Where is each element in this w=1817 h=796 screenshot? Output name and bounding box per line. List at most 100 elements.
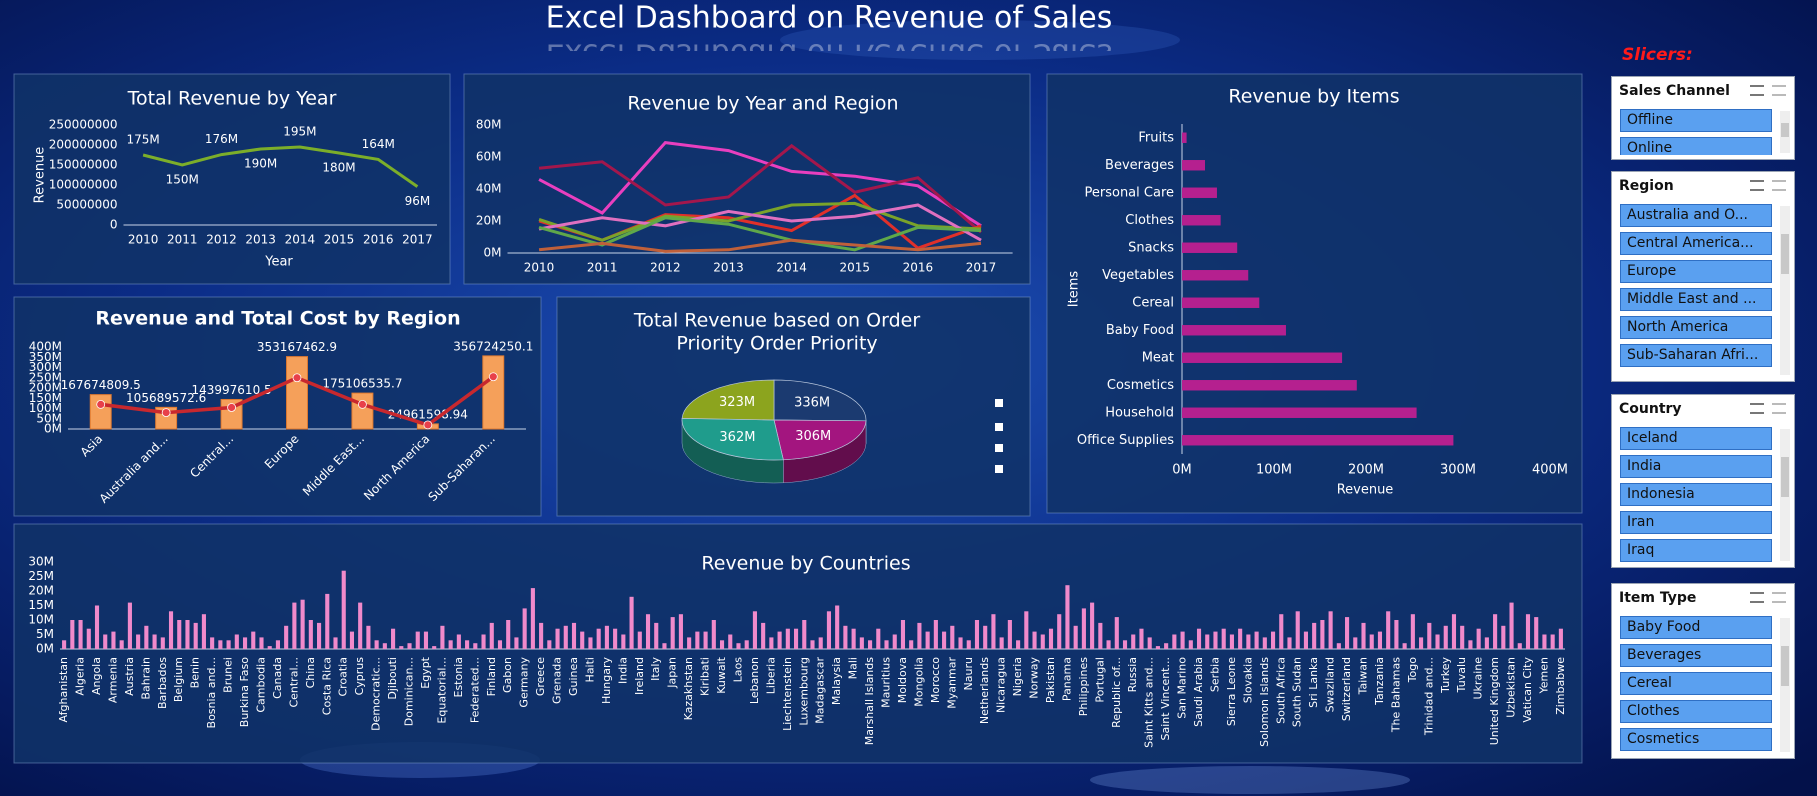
scrollbar-thumb[interactable]: [1781, 646, 1789, 686]
bar: [284, 625, 289, 649]
data-label: 150M: [166, 173, 199, 187]
x-tick-label: Nigeria: [1011, 657, 1024, 696]
multi-select-icon[interactable]: [1750, 85, 1764, 96]
bar: [70, 620, 75, 649]
slicer-item[interactable]: Beverages: [1620, 644, 1772, 667]
slicer-header: Sales Channel: [1619, 83, 1730, 99]
scrollbar[interactable]: [1780, 206, 1790, 375]
x-tick-label: Tanzania: [1373, 657, 1386, 706]
x-tick-label: Kuwait: [715, 656, 728, 693]
x-tick-label: Solomon Islands: [1258, 657, 1271, 747]
x-tick-label: 100M: [1256, 463, 1292, 478]
x-tick-label: 2012: [650, 261, 681, 275]
data-label: 143997610.5: [191, 383, 271, 397]
bar: [1386, 611, 1391, 649]
x-axis-title: Year: [264, 255, 293, 270]
bar: [1460, 625, 1465, 649]
x-tick-label: Japan: [666, 657, 679, 689]
scrollbar-thumb[interactable]: [1781, 457, 1789, 497]
scrollbar-thumb[interactable]: [1781, 123, 1789, 137]
bar: [1435, 634, 1440, 649]
bar: [300, 599, 305, 649]
x-tick-label: Nicaragua: [995, 657, 1008, 713]
bar: [1131, 634, 1136, 649]
multi-select-icon[interactable]: [1750, 403, 1764, 414]
slicer-item[interactable]: Middle East and ...: [1620, 288, 1772, 311]
y-tick-label: 50000000: [56, 198, 117, 212]
line-series: [538, 143, 983, 234]
x-tick-label: 2010: [524, 261, 555, 275]
slicer-item[interactable]: Iceland: [1620, 427, 1772, 450]
slicer-item[interactable]: Sub-Saharan Afri...: [1620, 344, 1772, 367]
slicer-header: Country: [1619, 401, 1682, 417]
bar: [325, 593, 330, 649]
multi-select-icon[interactable]: [1750, 180, 1764, 191]
clear-filter-icon[interactable]: [1772, 592, 1786, 603]
x-tick-label: China: [304, 657, 317, 688]
x-tick-label: Austria: [123, 657, 136, 696]
multi-select-icon[interactable]: [1750, 592, 1764, 603]
slicer-item[interactable]: Offline: [1620, 109, 1772, 132]
bar: [703, 631, 708, 649]
x-tick-label: Russia: [1126, 657, 1139, 692]
clear-filter-icon[interactable]: [1772, 403, 1786, 414]
bar: [1369, 634, 1374, 649]
slicer-item[interactable]: Indonesia: [1620, 483, 1772, 506]
slicer-item[interactable]: Cereal: [1620, 672, 1772, 695]
x-tick-label: Croatia: [337, 657, 350, 697]
y-tick-label: Baby Food: [1106, 323, 1174, 338]
bar: [144, 625, 149, 649]
slicer-item[interactable]: Clothes: [1620, 700, 1772, 723]
bar: [1246, 634, 1251, 649]
y-tick-label: 30M: [28, 555, 54, 569]
slicer-item[interactable]: Iraq: [1620, 539, 1772, 562]
slicer-item[interactable]: Online: [1620, 137, 1772, 155]
slicer-item[interactable]: Iran: [1620, 511, 1772, 534]
title-reflection: Excel Dashboard on Revenue of Sales: [546, 37, 1113, 72]
clear-filter-icon[interactable]: [1772, 180, 1786, 191]
scrollbar-thumb[interactable]: [1781, 234, 1789, 274]
slicer-item[interactable]: Europe: [1620, 260, 1772, 283]
x-tick-label: Ukraine: [1472, 657, 1485, 700]
y-tick-label: 60M: [476, 150, 502, 164]
data-label: 353167462.9: [257, 340, 337, 354]
x-tick-label: Estonia: [452, 657, 465, 698]
bar: [448, 640, 453, 649]
slicer-item[interactable]: Central America...: [1620, 232, 1772, 255]
x-tick-label: South Sudan: [1291, 657, 1304, 727]
slicer-items: Iceland India Indonesia Iran Iraq: [1620, 427, 1772, 563]
bar: [415, 631, 420, 649]
slicer-item[interactable]: Australia and O...: [1620, 204, 1772, 227]
x-tick-label: Afghanistan: [57, 657, 70, 723]
slicer-item[interactable]: India: [1620, 455, 1772, 478]
slicer: Item Type Baby Food Beverages Cereal Clothes…: [1611, 583, 1795, 759]
y-tick-label: 20M: [476, 214, 502, 228]
slicer-header: Region: [1619, 178, 1674, 194]
x-tick-label: 2011: [167, 233, 198, 247]
data-label: 362M: [719, 430, 755, 445]
bar: [563, 625, 568, 649]
bar: [884, 640, 889, 649]
bar: [119, 640, 124, 649]
clear-filter-icon[interactable]: [1772, 85, 1786, 96]
y-axis-title: Items: [1067, 271, 1082, 308]
line-series: [538, 238, 982, 253]
bar: [588, 637, 593, 649]
x-tick-label: Sri Lanka: [1307, 657, 1320, 708]
bar: [1213, 631, 1218, 649]
bar: [1164, 643, 1169, 649]
y-tick-label: Meat: [1142, 350, 1174, 365]
bar: [1182, 270, 1249, 281]
slicer-item[interactable]: Baby Food: [1620, 616, 1772, 639]
bar: [358, 602, 363, 649]
x-tick-label: Saudi Arabia: [1192, 657, 1205, 727]
bar: [1139, 628, 1144, 649]
bar: [351, 392, 374, 430]
bar: [1098, 622, 1103, 649]
bar: [999, 637, 1004, 649]
bar: [1377, 631, 1383, 649]
slicer-item[interactable]: Cosmetics: [1620, 728, 1772, 751]
x-tick-label: Pakistan: [1044, 657, 1057, 703]
slicer-item[interactable]: North America: [1620, 316, 1772, 339]
x-tick-label: Kiribati: [699, 657, 712, 696]
